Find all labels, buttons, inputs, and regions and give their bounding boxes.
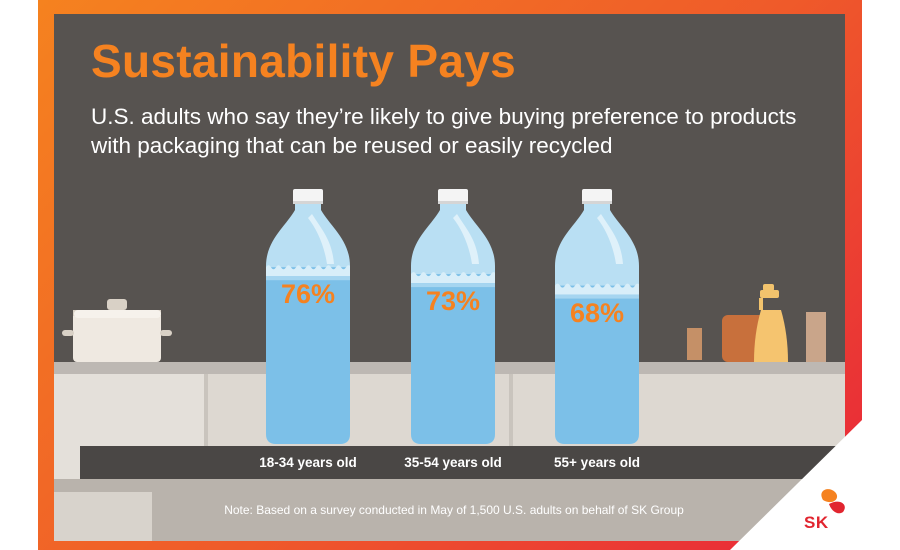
category-label-1: 18-34 years old <box>259 455 357 470</box>
water-shade-2 <box>411 283 495 288</box>
water-surface-1 <box>266 265 350 277</box>
bar-1 <box>266 267 350 444</box>
bottle-cap-1 <box>293 189 323 204</box>
bar-2 <box>411 274 495 444</box>
bottle-bar-3 <box>555 189 639 444</box>
page-title: Sustainability Pays <box>91 35 516 87</box>
bar-3 <box>555 285 639 444</box>
category-label-3: 55+ years old <box>554 455 640 470</box>
kitchen-jars-illustration <box>687 284 826 362</box>
bottle-cap-2 <box>438 189 468 204</box>
value-label-3: 68% <box>569 297 625 328</box>
bottle-cap-ring-3 <box>582 201 612 204</box>
bottle-cap-3 <box>582 189 612 204</box>
sk-logo: SK <box>795 486 859 536</box>
water-shade-3 <box>555 294 639 299</box>
bottle-cap-ring-1 <box>293 201 323 204</box>
value-label-1: 76% <box>280 279 336 310</box>
water-surface-2 <box>411 272 495 284</box>
bottle-highlight-2 <box>453 214 479 264</box>
water-shade-1 <box>266 276 350 281</box>
footnote: Note: Based on a survey conducted in May… <box>224 503 684 517</box>
value-label-2: 73% <box>425 286 481 317</box>
bottle-cap-ring-2 <box>438 201 468 204</box>
pot-illustration <box>62 299 172 362</box>
logo-text: SK <box>804 513 829 532</box>
water-surface-3 <box>555 283 639 295</box>
category-label-2: 35-54 years old <box>404 455 502 470</box>
bottle-highlight-3 <box>597 214 623 264</box>
content-panel: Sustainability Pays U.S. adults who say … <box>54 14 845 541</box>
bottle-highlight-1 <box>308 214 334 264</box>
bottle-bar-1 <box>266 189 350 444</box>
category-label-bar <box>80 446 845 479</box>
butterfly-logo-icon <box>821 489 845 514</box>
bottle-bar-2 <box>411 189 495 444</box>
subtitle: U.S. adults who say they’re likely to gi… <box>91 104 797 158</box>
bottles <box>266 189 639 444</box>
